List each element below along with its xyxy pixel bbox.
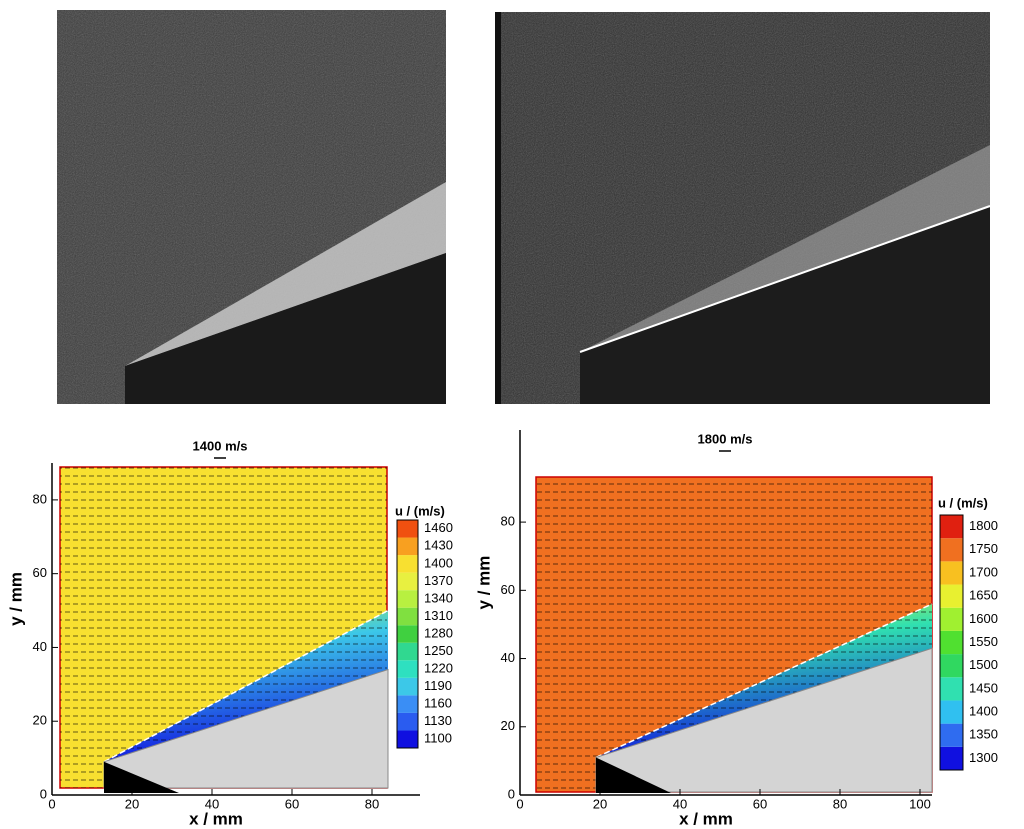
wedge-shadow: [596, 757, 671, 793]
colorbar-band: [397, 730, 418, 748]
y-tick-label: 80: [501, 514, 515, 529]
y-tick-label: 80: [33, 491, 47, 506]
colorbar-tick-label: 1600: [969, 611, 998, 626]
y-tick-label: 20: [501, 718, 515, 733]
y-axis-label: y / mm: [6, 572, 25, 626]
photo-right: [495, 12, 991, 404]
colorbar-tick-label: 1430: [424, 538, 453, 553]
x-tick-label: 60: [285, 796, 299, 811]
colorbar-band: [940, 746, 963, 770]
colorbar-tick-label: 1500: [969, 657, 998, 672]
colorbar-tick-label: 1370: [424, 573, 453, 588]
colorbar-tick-label: 1160: [424, 696, 452, 711]
colorbar-tick-label: 1340: [424, 590, 453, 605]
y-tick-label: 40: [501, 650, 515, 665]
colorbar-band: [940, 700, 963, 724]
x-tick-label: 60: [753, 796, 767, 811]
x-tick-label: 20: [593, 796, 607, 811]
x-tick-label: 40: [673, 796, 687, 811]
y-tick-label: 60: [501, 582, 515, 597]
x-tick-label: 40: [205, 796, 219, 811]
y-tick-label: 40: [33, 639, 47, 654]
x-tick-label: 80: [365, 796, 379, 811]
reference-vector-label: 1800 m/s: [698, 431, 753, 446]
reference-vector-label: 1400 m/s: [193, 438, 248, 453]
x-tick-label: 0: [48, 796, 55, 811]
colorbar-band: [940, 630, 963, 655]
colorbar-band: [940, 538, 963, 562]
colorbar-band: [940, 677, 963, 701]
colorbar-band: [397, 677, 418, 696]
colorbar-tick-label: 1250: [424, 643, 453, 658]
colorbar-band: [940, 515, 963, 539]
colorbar-band: [397, 607, 418, 626]
colorbar-band: [940, 607, 963, 631]
colorbar-tick-label: 1190: [424, 678, 452, 693]
colorbar-band: [397, 695, 418, 713]
x-axis-label: x / mm: [679, 809, 733, 828]
x-tick-label: 80: [833, 796, 847, 811]
colorbar-label: u / (m/s): [395, 503, 445, 518]
colorbar-band: [397, 660, 418, 678]
y-tick-label: 20: [33, 713, 47, 728]
colorbar-tick-label: 1220: [424, 661, 453, 676]
colorbar-band: [397, 712, 418, 731]
colorbar-tick-label: 1750: [969, 541, 998, 556]
colorbar-frame: [396, 519, 419, 749]
x-axis-label: x / mm: [189, 809, 243, 828]
colorbar-band: [397, 520, 418, 538]
colorbar-tick-label: 1310: [424, 608, 453, 623]
colorbar-band: [940, 561, 963, 585]
colorbar-tick-label: 1400: [424, 555, 453, 570]
colorbar-tick-label: 1700: [969, 564, 998, 579]
colorbar-tick-label: 1280: [424, 625, 453, 640]
colorbar-tick-label: 1100: [424, 731, 452, 746]
colorbar-tick-label: 1550: [969, 634, 998, 649]
colorbar-band: [397, 642, 418, 661]
colorbar-tick-label: 1300: [969, 750, 998, 765]
colorbar-band: [397, 590, 418, 608]
colorbar-frame: [939, 514, 964, 771]
colorbar-tick-label: 1460: [424, 520, 453, 535]
colorbar-band: [940, 584, 963, 608]
x-tick-label: 100: [909, 796, 931, 811]
colorbar-band: [397, 625, 418, 643]
colorbar-band: [940, 723, 963, 747]
y-axis-label: y / mm: [474, 556, 493, 610]
colorbar-band: [397, 572, 418, 591]
colorbar-tick-label: 1350: [969, 727, 998, 742]
colorbar-tick-label: 1130: [424, 713, 452, 728]
colorbar-tick-label: 1400: [969, 703, 998, 718]
y-tick-label: 0: [40, 786, 47, 801]
x-tick-label: 20: [125, 796, 139, 811]
colorbar-band: [397, 555, 418, 573]
colorbar-tick-label: 1800: [969, 518, 998, 533]
colorbar-band: [397, 537, 418, 556]
wedge-shadow: [104, 761, 179, 793]
shock-line: [595, 603, 933, 759]
y-tick-label: 0: [508, 786, 515, 801]
photo-left: [57, 10, 446, 404]
x-tick-label: 0: [516, 796, 523, 811]
y-tick-label: 60: [33, 565, 47, 580]
colorbar-tick-label: 1450: [969, 680, 998, 695]
colorbar-band: [940, 654, 963, 678]
colorbar-tick-label: 1650: [969, 588, 998, 603]
colorbar-label: u / (m/s): [938, 495, 988, 510]
